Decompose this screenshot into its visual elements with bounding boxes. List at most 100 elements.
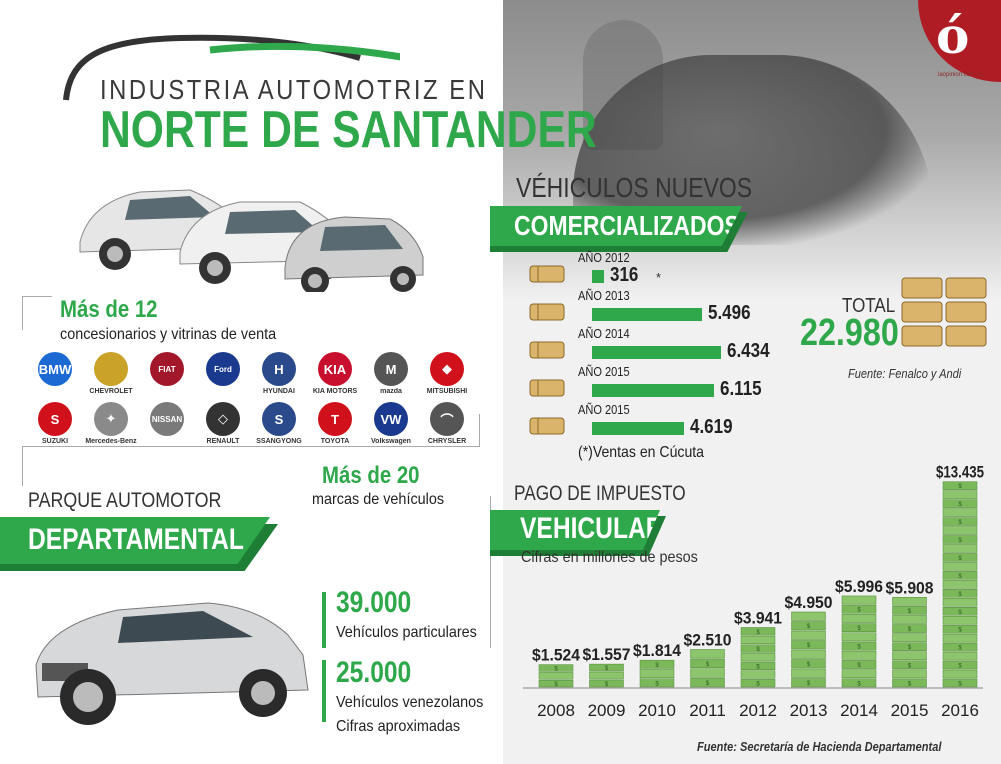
- brand-mark-icon: KIA: [318, 352, 352, 386]
- sales-box: COMERCIALIZADOS: [490, 206, 742, 246]
- sales-bar: [592, 270, 604, 283]
- sales-year-label: AÑO 2015: [578, 402, 630, 417]
- brand-logo: S SUZUKI: [28, 402, 82, 445]
- svg-text:$: $: [756, 664, 760, 670]
- sales-source: Fuente: Fenalco y Andi: [848, 366, 962, 381]
- sales-box-label: COMERCIALIZADOS: [514, 210, 740, 241]
- brand-logo: FIAT: [140, 352, 194, 395]
- brand-mark-icon: S: [38, 402, 72, 436]
- stat1-label: Vehículos particulares: [336, 624, 477, 641]
- brand-name: mazda: [380, 388, 402, 395]
- svg-text:$: $: [807, 643, 811, 649]
- sales-year-label: AÑO 2012: [578, 250, 630, 265]
- tax-year-label: 2010: [638, 701, 676, 720]
- tax-title: PAGO DE IMPUESTO: [514, 482, 686, 505]
- boxes-stack-icon: [901, 277, 987, 347]
- sales-value-label: 6.434: [726, 340, 770, 362]
- tax-value-label: $3.941: [734, 608, 782, 627]
- brands-bracket-right: [479, 414, 480, 446]
- brand-logo: ◆ MITSUBISHI: [420, 352, 474, 395]
- sales-title: VÉHICULOS NUEVOS: [516, 172, 753, 203]
- brand-name: CHRYSLER: [427, 438, 467, 445]
- tax-value-label: $1.814: [633, 641, 681, 660]
- brand-mark-icon: [94, 352, 128, 386]
- tax-year-label: 2009: [588, 701, 626, 720]
- tax-bar: $ $ $ $ $ $ $ $ $ $ $ $: [942, 481, 978, 688]
- tax-source: Fuente: Secretaría de Hacienda Departame…: [697, 739, 942, 754]
- svg-text:$: $: [908, 681, 912, 687]
- sales-asterisk: *: [656, 270, 662, 285]
- tax-value-label: $5.996: [835, 577, 883, 596]
- tax-bar: $ $ $ $ $: [892, 597, 927, 687]
- svg-text:$: $: [807, 681, 811, 687]
- brand-logo: Ford: [196, 352, 250, 395]
- svg-text:$: $: [958, 664, 962, 670]
- stat2-value: 25.000: [336, 656, 412, 689]
- svg-text:$: $: [958, 520, 962, 526]
- total-label: TOTAL: [842, 295, 896, 317]
- publisher-url: laopinion.com.co: [938, 72, 984, 78]
- svg-text:$: $: [857, 626, 861, 632]
- svg-text:$: $: [958, 502, 962, 508]
- tax-units: Cifras en millones de pesos: [521, 549, 698, 566]
- tax-bar: $$: [690, 649, 725, 688]
- suv-icon: [35, 602, 309, 725]
- brand-mark-icon: ◇: [206, 402, 240, 436]
- tax-bar: $ $ $ $ $: [841, 595, 877, 687]
- brand-name: HYUNDAI: [263, 388, 295, 395]
- brand-name: MITSUBISHI: [426, 388, 468, 395]
- brand-logos-row2: S SUZUKI ✦ Mercedes-Benz NISSAN ◇ RENAULT S SSAN…: [28, 402, 476, 445]
- title-line2: NORTE DE SANTANDER: [100, 101, 597, 159]
- tax-box: VEHICULAR: [490, 510, 660, 550]
- brand-mark-icon: T: [318, 402, 352, 436]
- sales-value-label: 6.115: [720, 378, 762, 400]
- dealers-heading: Más de 12: [60, 296, 158, 323]
- brand-mark-icon: ◆: [430, 352, 464, 386]
- stat1-bar: [322, 592, 326, 648]
- brand-logos-row1: BMW CHEVROLET FIAT Ford H HYUNDAI KIA KIA MOTOR…: [28, 352, 476, 395]
- brand-logo: S SSANGYONG: [252, 402, 306, 445]
- svg-text:$: $: [655, 663, 659, 669]
- brand-name: CHEVROLET: [89, 388, 133, 395]
- svg-text:$: $: [958, 538, 962, 544]
- brand-mark-icon: M: [374, 352, 408, 386]
- tax-value-label: $1.557: [583, 645, 631, 664]
- brands-subtitle: marcas de vehículos: [312, 491, 445, 508]
- svg-text:$: $: [857, 663, 861, 669]
- svg-text:$: $: [756, 647, 760, 653]
- svg-text:$: $: [605, 666, 609, 672]
- svg-text:$: $: [554, 666, 558, 672]
- tax-value-label: $1.524: [532, 646, 580, 665]
- sales-bar: [592, 422, 685, 435]
- svg-text:$: $: [958, 628, 962, 634]
- tax-year-label: 2015: [891, 701, 929, 720]
- brand-logo: H HYUNDAI: [252, 352, 306, 395]
- brand-name: Volkswagen: [371, 438, 411, 445]
- brand-mark-icon: FIAT: [150, 352, 184, 386]
- tax-year-label: 2013: [790, 701, 828, 720]
- brands-heading: Más de 20: [322, 462, 420, 489]
- sales-bar: [592, 308, 702, 321]
- tax-bar: $$: [538, 664, 574, 688]
- brand-name: KIA MOTORS: [312, 388, 358, 395]
- brand-name: SSANGYONG: [256, 438, 302, 445]
- brand-mark-icon: BMW: [38, 352, 72, 386]
- svg-text:$: $: [807, 662, 811, 668]
- boxes-icon: [528, 338, 568, 362]
- brand-mark-icon: H: [262, 352, 296, 386]
- svg-text:$: $: [756, 682, 760, 688]
- svg-text:$: $: [958, 592, 962, 598]
- svg-text:$: $: [958, 682, 962, 688]
- tax-bar: $ $ $ $: [740, 627, 776, 688]
- stat2-label: Vehículos venezolanos: [336, 694, 484, 711]
- brand-logo: BMW: [28, 352, 82, 395]
- svg-text:$: $: [908, 645, 912, 651]
- stat2-bar: [322, 660, 326, 722]
- svg-text:$: $: [554, 682, 558, 688]
- svg-text:$: $: [706, 681, 710, 687]
- tax-bar: $$: [589, 663, 624, 688]
- brand-name: TOYOTA: [320, 438, 350, 445]
- brand-name: SUZUKI: [41, 438, 69, 445]
- departamental-label: DEPARTAMENTAL: [28, 523, 244, 556]
- svg-text:$: $: [958, 610, 962, 616]
